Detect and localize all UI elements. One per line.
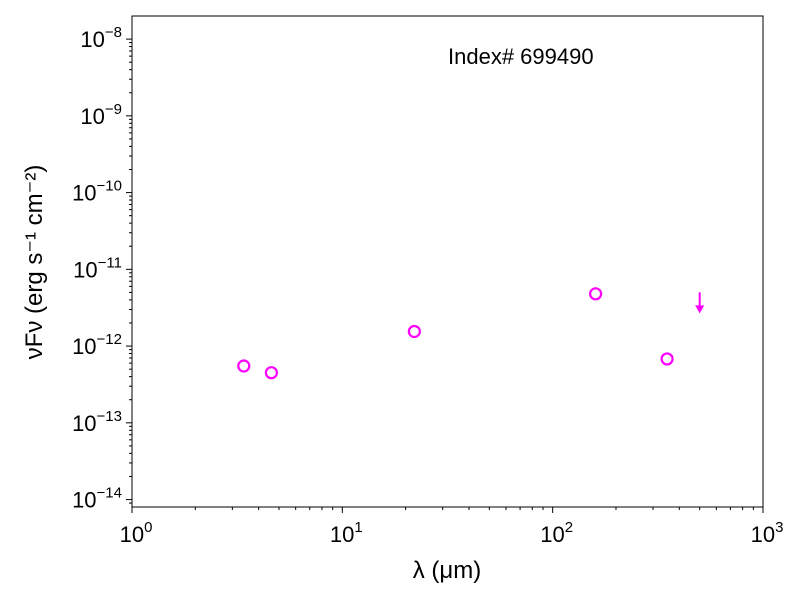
upper-limit-arrow — [695, 292, 705, 314]
data-markers — [237, 287, 705, 380]
x-tick-label: 100 — [120, 519, 153, 547]
data-point — [407, 324, 421, 339]
data-point — [237, 359, 251, 373]
axis-ticks: 100 101 102 103 10−14 10−13 10−12 10−11 10−10 10−… — [72, 24, 783, 547]
x-tick-label: 102 — [540, 519, 573, 547]
y-tick-label: 10−10 — [72, 178, 122, 206]
y-tick-label: 10−13 — [72, 408, 122, 436]
annotation-label: Index# 699490 — [448, 44, 594, 69]
x-tick-label: 103 — [751, 519, 784, 547]
x-axis-title: λ (μm) — [413, 557, 481, 584]
data-point — [660, 352, 674, 366]
data-point — [264, 366, 279, 380]
y-tick-label: 10−9 — [80, 101, 122, 129]
data-point — [588, 287, 603, 301]
y-tick-label: 10−14 — [72, 485, 122, 513]
x-tick-label: 101 — [330, 519, 363, 547]
y-tick-label: 10−12 — [72, 331, 122, 359]
y-tick-label: 10−11 — [73, 254, 122, 282]
upper-limit-head — [695, 305, 705, 314]
plot-frame — [131, 15, 764, 508]
y-tick-label: 10−8 — [80, 24, 122, 52]
y-axis-title: νFν (erg s⁻¹ cm⁻²) — [21, 165, 48, 360]
plot-background — [132, 16, 763, 507]
